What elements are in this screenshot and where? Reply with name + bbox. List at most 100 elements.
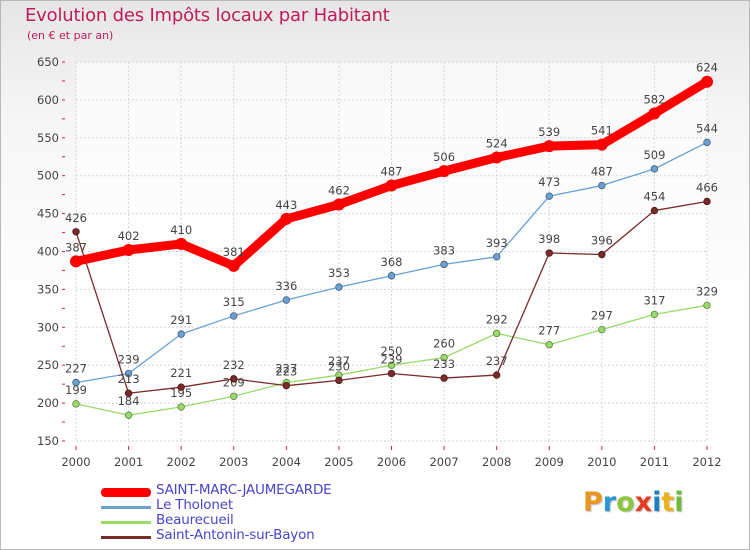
data-point [545, 341, 553, 349]
data-point [124, 369, 133, 378]
series-saint-antonin-sur-bayon: 426 213 221 232 223 230 239 233 237 398 396 454 466 [65, 180, 718, 397]
data-label: 582 [643, 93, 665, 107]
data-label: 227 [65, 362, 87, 376]
data-label: 239 [118, 353, 140, 367]
data-point [440, 260, 448, 269]
legend-item: Saint-Antonin-sur-Bayon [101, 527, 421, 545]
data-label: 223 [275, 365, 297, 379]
data-label: 315 [223, 295, 245, 309]
logo-letter: i [674, 487, 684, 518]
y-tick-label: 650 [37, 55, 59, 69]
data-label: 368 [381, 255, 403, 269]
data-label: 466 [696, 180, 718, 194]
data-label: 462 [328, 184, 350, 198]
data-point [545, 192, 553, 200]
data-point [70, 255, 82, 268]
data-point [543, 140, 556, 153]
y-tick-label: 300 [37, 320, 59, 334]
data-point [227, 259, 240, 272]
proxiti-logo: Proxiti [583, 487, 684, 518]
data-label: 213 [118, 372, 140, 386]
data-label: 317 [643, 293, 665, 307]
y-tick-label: 600 [37, 93, 59, 107]
data-label: 230 [328, 359, 350, 373]
data-point [492, 371, 501, 379]
data-point [492, 329, 501, 338]
data-point [598, 325, 606, 334]
series-beaurecueil: 199184195209227237250260292277297317329 [65, 284, 718, 419]
x-tick-label: 2011 [640, 455, 669, 469]
y-tick-label: 200 [37, 396, 59, 410]
data-point [595, 138, 608, 151]
data-point [177, 403, 185, 411]
legend-swatch [101, 488, 151, 497]
data-point [701, 75, 713, 88]
data-label: 250 [381, 344, 403, 358]
data-point [703, 138, 711, 147]
data-point [72, 228, 80, 236]
data-label: 277 [538, 324, 560, 338]
y-tick-label: 500 [37, 169, 59, 183]
legend-label: SAINT-MARC-JAUMEGARDE [156, 482, 332, 498]
data-label: 487 [381, 165, 403, 179]
legend-label: Le Tholonet [156, 497, 233, 513]
logo-letter: t [661, 487, 675, 518]
legend-item: Le Tholonet [101, 497, 421, 515]
data-label: 383 [433, 243, 455, 257]
data-point [177, 330, 185, 338]
data-point [648, 107, 661, 120]
data-label: 402 [118, 229, 140, 243]
data-label: 260 [433, 337, 455, 351]
x-tick-label: 2001 [114, 455, 143, 469]
data-point [598, 181, 606, 190]
x-tick-label: 2006 [377, 455, 406, 469]
data-point [175, 237, 188, 250]
data-label: 221 [170, 366, 192, 380]
x-tick-label: 2010 [587, 455, 616, 469]
data-label: 426 [65, 211, 87, 225]
data-label: 329 [696, 284, 718, 298]
y-tick-label: 450 [37, 207, 59, 221]
data-label: 237 [486, 354, 508, 368]
x-tick-label: 2007 [429, 455, 458, 469]
data-label: 233 [433, 357, 455, 371]
data-point [124, 389, 133, 397]
data-point [650, 206, 659, 215]
data-label: 506 [433, 150, 455, 164]
legend-swatch [101, 536, 151, 539]
logo-letter: x [634, 487, 653, 518]
data-point [650, 165, 659, 173]
legend-label: Beaurecueil [156, 512, 234, 528]
data-point [385, 179, 398, 192]
data-point [440, 374, 448, 382]
data-point [440, 353, 448, 362]
data-point [122, 243, 135, 256]
data-label: 292 [486, 312, 508, 326]
y-tick-label: 550 [37, 131, 59, 145]
chart-title: Evolution des Impôts locaux par Habitant [25, 5, 390, 26]
data-point [387, 272, 396, 280]
data-label: 443 [275, 198, 297, 212]
data-point [598, 250, 606, 259]
data-label: 473 [538, 175, 560, 189]
data-label: 291 [170, 313, 192, 327]
data-point [335, 376, 343, 385]
chart-subtitle: (en € et par an) [27, 29, 114, 42]
data-label: 237 [328, 354, 350, 368]
data-label: 199 [65, 383, 87, 397]
data-label: 387 [65, 240, 87, 254]
data-label: 410 [170, 223, 192, 237]
data-label: 353 [328, 266, 350, 280]
data-point [177, 383, 185, 391]
legend-swatch [101, 521, 151, 524]
legend: SAINT-MARC-JAUMEGARDE Le Tholonet Beaure… [101, 482, 421, 545]
x-tick-label: 2008 [482, 455, 511, 469]
data-label: 184 [118, 394, 140, 408]
legend-item: SAINT-MARC-JAUMEGARDE [101, 482, 421, 500]
data-label: 454 [643, 190, 665, 204]
data-label: 239 [381, 353, 403, 367]
series-le-tholonet: 227 239 291 315 336 353 368 383 393 473 487 509 544 [65, 121, 718, 387]
data-point [438, 165, 451, 178]
data-label: 232 [223, 358, 245, 372]
